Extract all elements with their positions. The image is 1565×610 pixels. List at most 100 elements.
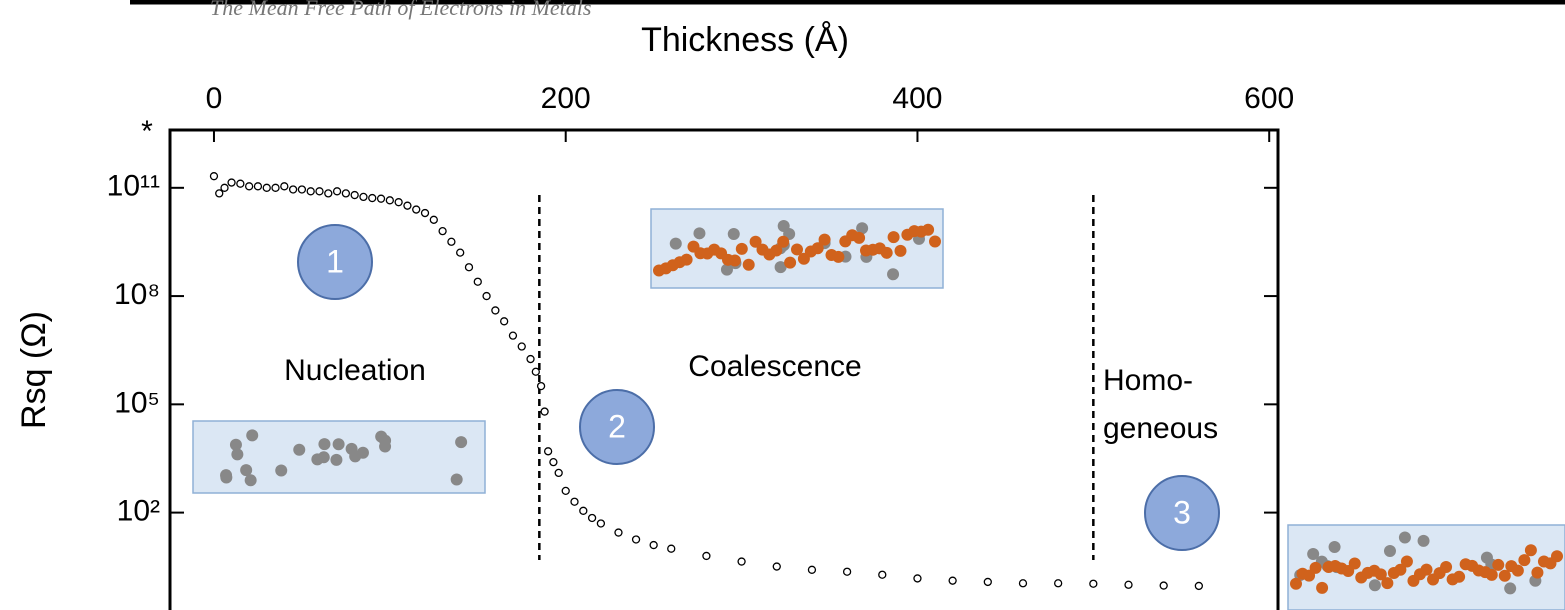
badge-label: 2 (608, 408, 626, 444)
grain-connected (880, 246, 893, 259)
data-point (842, 567, 852, 576)
grain-connected (735, 242, 748, 255)
data-point (1194, 581, 1204, 591)
grain (1504, 582, 1517, 595)
data-point (561, 486, 570, 496)
grain (240, 464, 253, 477)
grain-connected (1316, 581, 1329, 594)
data-point (227, 178, 236, 187)
data-point (1089, 579, 1098, 588)
data-point (341, 189, 351, 198)
grain-connected (1394, 563, 1407, 576)
data-point (596, 519, 606, 528)
data-point (526, 354, 535, 364)
grain (330, 453, 343, 466)
grain-connected (853, 231, 866, 244)
data-point (878, 570, 887, 579)
data-point (253, 182, 263, 191)
grain (1383, 545, 1396, 558)
data-point (1124, 580, 1133, 589)
data-point (464, 263, 474, 272)
data-point (500, 317, 509, 326)
data-point (737, 557, 746, 566)
data-point (280, 182, 289, 191)
data-point (306, 187, 315, 196)
data-point (438, 226, 447, 236)
grain-connected (929, 235, 941, 248)
data-point (1054, 579, 1063, 588)
data-point (1159, 581, 1168, 590)
data-point (236, 179, 245, 188)
x-tick-label: 0 (206, 82, 223, 115)
grain-connected (749, 235, 762, 248)
grain (1307, 548, 1320, 561)
grain-connected (1420, 563, 1433, 576)
region-label: geneous (1103, 412, 1218, 445)
data-point (536, 381, 546, 391)
grain (693, 227, 706, 240)
data-point (429, 215, 438, 224)
grain (275, 464, 288, 477)
grain (246, 429, 259, 442)
y-axis-title: Rsq (Ω) (15, 311, 53, 429)
badge-label: 1 (326, 243, 344, 279)
data-point (220, 183, 229, 192)
y-tick-label: 10⁵ (114, 386, 160, 419)
grain-connected (770, 244, 783, 257)
data-point (549, 458, 558, 467)
grain-connected (1290, 577, 1302, 590)
grain-connected (894, 244, 907, 257)
grain-connected (1348, 557, 1361, 570)
grain (720, 263, 733, 276)
grain (231, 448, 244, 461)
x-tick-label: 400 (892, 82, 942, 115)
data-point (456, 248, 465, 257)
grain-connected (1453, 570, 1466, 583)
badge (1144, 475, 1220, 551)
data-point (447, 237, 456, 246)
region-label: Nucleation (284, 354, 426, 387)
data-point (667, 544, 676, 553)
data-point (271, 183, 280, 192)
data-point (412, 205, 421, 214)
data-point (324, 189, 333, 198)
grain (1398, 531, 1411, 544)
grain-connected (1485, 568, 1498, 581)
data-point (508, 331, 518, 340)
grain (669, 237, 682, 250)
grain-connected (811, 242, 824, 255)
grain (774, 261, 787, 274)
data-point (807, 565, 817, 574)
grain (345, 442, 358, 455)
data-point (350, 190, 359, 200)
grain (1480, 551, 1493, 564)
data-point (913, 574, 922, 583)
grain (1368, 579, 1381, 592)
data-point (649, 540, 658, 550)
header-text: The Mean Free Path of Electrons in Metal… (210, 0, 591, 20)
data-point (1018, 579, 1028, 588)
grain-connected (1309, 561, 1322, 574)
data-point (531, 367, 540, 376)
grain (1328, 541, 1341, 554)
grain-connected (1374, 568, 1387, 581)
grain-connected (728, 254, 741, 267)
grain-connected (742, 258, 755, 271)
data-point (983, 577, 992, 587)
data-point (368, 193, 377, 203)
data-point (702, 551, 711, 561)
data-point (482, 291, 491, 301)
data-point (359, 192, 368, 202)
grain-connected (1518, 554, 1531, 567)
grain-connected (1551, 550, 1563, 563)
y-tick-label: 10² (117, 495, 160, 528)
data-point (473, 277, 482, 286)
data-point (948, 576, 957, 585)
y-tick-label: 10⁸ (114, 278, 160, 311)
data-point (288, 185, 298, 194)
data-point (262, 183, 271, 192)
data-point (543, 447, 553, 456)
data-point (540, 407, 549, 416)
grain-connected (784, 256, 797, 269)
